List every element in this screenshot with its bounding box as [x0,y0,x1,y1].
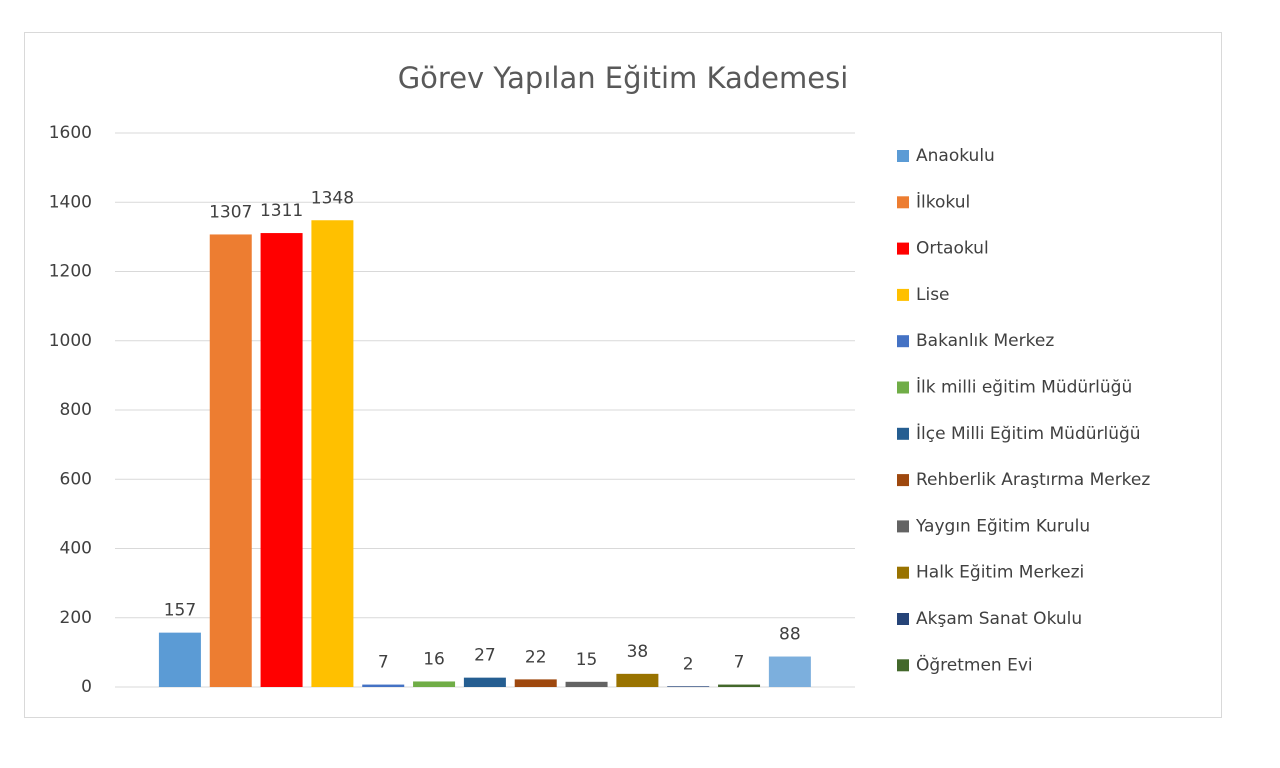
y-tick-label: 1000 [49,331,92,351]
y-tick-label: 600 [60,469,92,489]
y-tick-label: 800 [60,400,92,420]
y-tick-label: 0 [81,677,92,697]
y-tick-label: 400 [60,539,92,559]
y-tick-label: 1400 [49,192,92,212]
bar [311,220,354,687]
legend-label: Rehberlik Araştırma Merkez [916,470,1150,490]
bar [667,686,710,687]
data-label: 16 [423,649,445,669]
legend-label: Öğretmen Evi [916,653,1033,675]
data-label: 7 [378,653,389,673]
legend-swatch [897,659,909,672]
bar [565,681,608,687]
legend-swatch [897,242,909,255]
legend-label: Yaygın Eğitim Kurulu [915,516,1090,536]
data-label: 1311 [260,201,303,221]
legend-swatch [897,474,909,487]
chart-title: Görev Yapılan Eğitim Kademesi [398,61,849,95]
legend-swatch [897,566,909,579]
data-label: 38 [627,642,649,662]
legend-swatch [897,196,909,209]
data-label: 157 [164,601,196,621]
bar [362,684,405,687]
data-label: 2 [683,654,694,674]
legend-swatch [897,335,909,348]
legend-label: İlk milli eğitim Müdürlüğü [916,377,1132,398]
legend-swatch [897,381,909,394]
legend-label: İlçe Milli Eğitim Müdürlüğü [916,423,1141,444]
y-tick-label: 200 [60,608,92,628]
bar [260,233,303,687]
y-tick-label: 1200 [49,262,92,282]
bar [768,656,811,687]
data-label: 1307 [209,202,252,222]
bar [718,684,761,687]
legend-swatch [897,427,909,440]
legend-label: Akşam Sanat Okulu [916,609,1082,629]
data-label: 1348 [311,188,354,208]
data-label: 15 [576,650,598,670]
legend-label: İlkokul [916,191,970,212]
bar [209,234,252,688]
legend-label: Anaokulu [916,146,995,166]
legend-label: Bakanlık Merkez [916,331,1054,351]
data-label: 7 [734,653,745,673]
bar [413,681,456,687]
legend-label: Ortaokul [916,239,989,259]
bar [463,677,506,687]
bar [616,673,659,687]
legend-label: Lise [916,285,950,305]
data-label: 88 [779,625,801,645]
data-label: 27 [474,646,496,666]
data-label: 22 [525,647,547,667]
bar [158,632,201,687]
legend-swatch [897,613,909,625]
legend-swatch [897,520,909,533]
legend-swatch [897,288,909,301]
bar [514,679,557,687]
y-tick-label: 1600 [49,123,92,143]
legend-swatch [897,150,909,162]
legend-label: Halk Eğitim Merkezi [916,563,1084,583]
